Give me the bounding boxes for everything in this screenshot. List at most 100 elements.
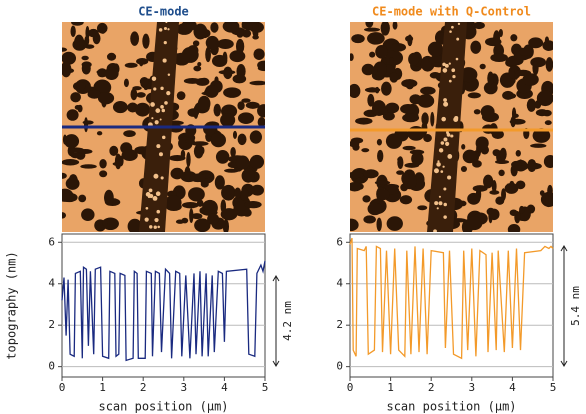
afm-hole xyxy=(187,108,200,117)
afm-hole xyxy=(350,182,363,192)
afm-hole xyxy=(250,184,265,196)
afm-hole xyxy=(143,85,148,91)
afm-hole xyxy=(479,63,486,70)
afm-hole xyxy=(184,139,195,144)
afm-dot xyxy=(144,217,149,222)
afm-hole xyxy=(200,180,209,188)
afm-hole xyxy=(490,53,508,63)
afm-hole xyxy=(241,168,255,183)
afm-hole xyxy=(402,113,420,123)
afm-hole xyxy=(376,107,388,114)
afm-hole xyxy=(180,149,186,159)
afm-hole xyxy=(491,129,504,140)
afm-dot xyxy=(159,118,162,121)
afm-hole xyxy=(374,180,391,185)
afm-hole xyxy=(245,101,260,109)
afm-hole xyxy=(249,154,265,169)
afm-hole xyxy=(536,90,553,107)
afm-hole xyxy=(543,154,553,169)
afm-hole xyxy=(112,101,128,114)
afm-hole xyxy=(78,194,87,203)
afm-hole xyxy=(96,131,103,136)
afm-hole xyxy=(205,46,211,63)
afm-hole xyxy=(257,116,265,128)
afm-hole xyxy=(220,208,238,221)
afm-hole xyxy=(249,130,262,144)
arrow-head xyxy=(560,360,568,367)
afm-hole xyxy=(104,189,114,206)
afm-hole xyxy=(184,166,191,181)
afm-hole xyxy=(363,169,379,179)
afm-hole xyxy=(483,174,494,189)
afm-hole xyxy=(88,28,99,38)
afm-hole xyxy=(62,159,80,166)
y-tick-label: 0 xyxy=(48,360,55,373)
afm-image xyxy=(62,22,265,232)
afm-hole xyxy=(504,182,519,194)
x-axis-label: scan position (µm) xyxy=(98,400,228,414)
afm-hole xyxy=(74,34,85,50)
afm-hole xyxy=(62,192,78,203)
afm-dot xyxy=(153,87,157,91)
afm-hole xyxy=(215,150,230,164)
afm-hole xyxy=(544,36,550,46)
afm-hole xyxy=(127,218,142,232)
afm-hole xyxy=(351,34,365,44)
afm-hole xyxy=(392,22,398,30)
afm-dot xyxy=(441,116,446,122)
afm-hole xyxy=(407,34,413,47)
afm-hole xyxy=(238,134,245,144)
afm-hole xyxy=(492,149,501,157)
afm-hole xyxy=(62,212,67,219)
x-tick-label: 3 xyxy=(180,381,187,394)
afm-dot xyxy=(442,62,446,67)
x-axis-label: scan position (µm) xyxy=(386,400,516,414)
afm-hole xyxy=(218,69,236,75)
afm-hole xyxy=(380,22,390,36)
afm-hole xyxy=(207,213,220,225)
afm-hole xyxy=(499,147,507,161)
afm-dot xyxy=(155,108,161,114)
afm-dot xyxy=(158,152,163,157)
x-tick-label: 3 xyxy=(468,381,475,394)
afm-hole xyxy=(132,86,142,91)
afm-hole xyxy=(493,30,501,46)
afm-hole xyxy=(355,117,373,125)
afm-dot xyxy=(443,187,447,191)
arrow-head xyxy=(560,245,568,252)
afm-hole xyxy=(71,22,84,26)
afm-hole xyxy=(427,41,444,57)
afm-hole xyxy=(369,51,376,58)
afm-hole xyxy=(193,65,202,72)
afm-hole xyxy=(402,145,416,151)
afm-hole xyxy=(459,67,478,83)
afm-hole xyxy=(470,40,482,54)
afm-hole xyxy=(545,57,553,72)
afm-dot xyxy=(443,215,447,219)
afm-hole xyxy=(234,187,242,199)
afm-dot xyxy=(442,68,448,73)
afm-band xyxy=(427,22,467,232)
afm-dot xyxy=(153,173,159,179)
afm-hole xyxy=(62,172,67,179)
afm-hole xyxy=(489,190,500,195)
afm-hole xyxy=(68,174,78,187)
afm-dot xyxy=(452,75,456,79)
afm-hole xyxy=(532,128,551,143)
afm-hole xyxy=(544,120,552,126)
afm-hole xyxy=(224,168,240,173)
afm-hole xyxy=(539,190,545,196)
afm-hole xyxy=(548,194,553,206)
afm-dot xyxy=(155,191,161,197)
afm-hole xyxy=(530,143,547,148)
afm-hole xyxy=(84,44,95,49)
afm-hole xyxy=(220,113,236,128)
afm-dot xyxy=(152,195,158,201)
afm-hole xyxy=(367,202,383,216)
afm-dot xyxy=(162,58,167,63)
afm-hole xyxy=(515,69,532,77)
afm-hole xyxy=(363,215,376,224)
afm-dot xyxy=(440,141,445,145)
image-title: CE-mode with Q-Control xyxy=(372,5,531,19)
afm-hole xyxy=(99,170,108,178)
